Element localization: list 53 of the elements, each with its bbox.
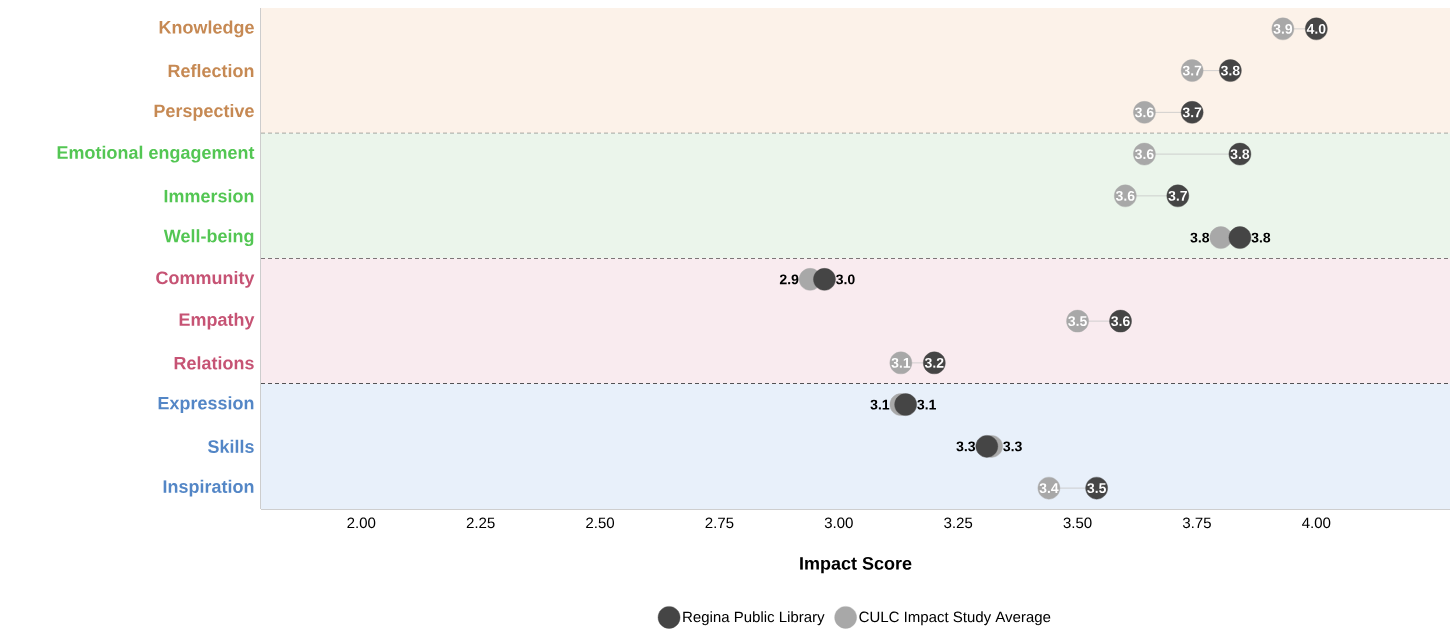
x-tick-label: 4.00 (1302, 517, 1331, 529)
y-tick-label: Community (156, 270, 255, 288)
data-label: 3.8 (1220, 65, 1240, 76)
x-tick-label: 2.00 (347, 517, 376, 529)
x-tick-label: 3.00 (824, 517, 853, 529)
legend-label: CULC Impact Study Average (859, 611, 1051, 626)
x-axis-title: Impact Score (800, 557, 912, 574)
data-label: 4.0 (1306, 23, 1326, 34)
x-tick-label: 2.75 (705, 517, 734, 529)
data-label: 3.1 (917, 399, 936, 410)
data-label: 3.7 (1182, 107, 1202, 118)
y-tick-label: Relations (174, 356, 254, 370)
y-tick-label: Skills (207, 439, 254, 453)
y-tick-label: Knowledge (159, 20, 254, 38)
x-tick-label: 3.50 (1063, 517, 1092, 529)
y-tick-label: Reflection (168, 64, 254, 78)
data-label: 2.9 (779, 274, 799, 285)
x-tick-label: 2.25 (466, 517, 495, 529)
data-label: 3.0 (836, 274, 855, 285)
data-label: 3.8 (1251, 232, 1271, 243)
data-label: 3.4 (1039, 483, 1059, 494)
data-label: 3.6 (1111, 316, 1130, 327)
x-tick-label: 2.50 (586, 517, 615, 529)
point (975, 435, 999, 458)
data-label: 3.2 (924, 357, 944, 368)
x-tick-label: 3.75 (1182, 517, 1211, 529)
y-tick-label: Emotional engagement (57, 145, 255, 163)
data-label: 3.6 (1115, 190, 1135, 201)
point (1209, 226, 1233, 249)
data-label: 3.7 (1182, 65, 1202, 76)
point (894, 393, 917, 416)
point (1228, 226, 1252, 249)
data-label: 3.1 (891, 357, 911, 368)
data-label: 3.8 (1190, 232, 1210, 243)
y-tick-label: Well-being (163, 229, 254, 247)
point (813, 268, 836, 291)
y-tick-label: Inspiration (163, 479, 254, 497)
data-label: 3.3 (956, 441, 976, 452)
data-label: 3.5 (1068, 316, 1087, 327)
data-label: 3.7 (1168, 190, 1187, 201)
y-tick-label: Empathy (179, 312, 255, 330)
data-label: 3.9 (1273, 23, 1293, 34)
data-label: 3.6 (1134, 149, 1154, 160)
data-label: 3.1 (870, 399, 890, 410)
y-tick-label: Expression (158, 396, 254, 414)
data-label: 3.8 (1230, 149, 1250, 160)
y-tick-label: Immersion (164, 189, 254, 203)
data-label: 3.5 (1087, 483, 1106, 494)
x-tick-label: 3.25 (944, 517, 973, 529)
legend-label: Regina Public Library (683, 611, 825, 626)
data-label: 3.6 (1134, 107, 1154, 118)
y-tick-label: Perspective (154, 103, 254, 121)
data-label: 3.3 (1003, 441, 1022, 452)
